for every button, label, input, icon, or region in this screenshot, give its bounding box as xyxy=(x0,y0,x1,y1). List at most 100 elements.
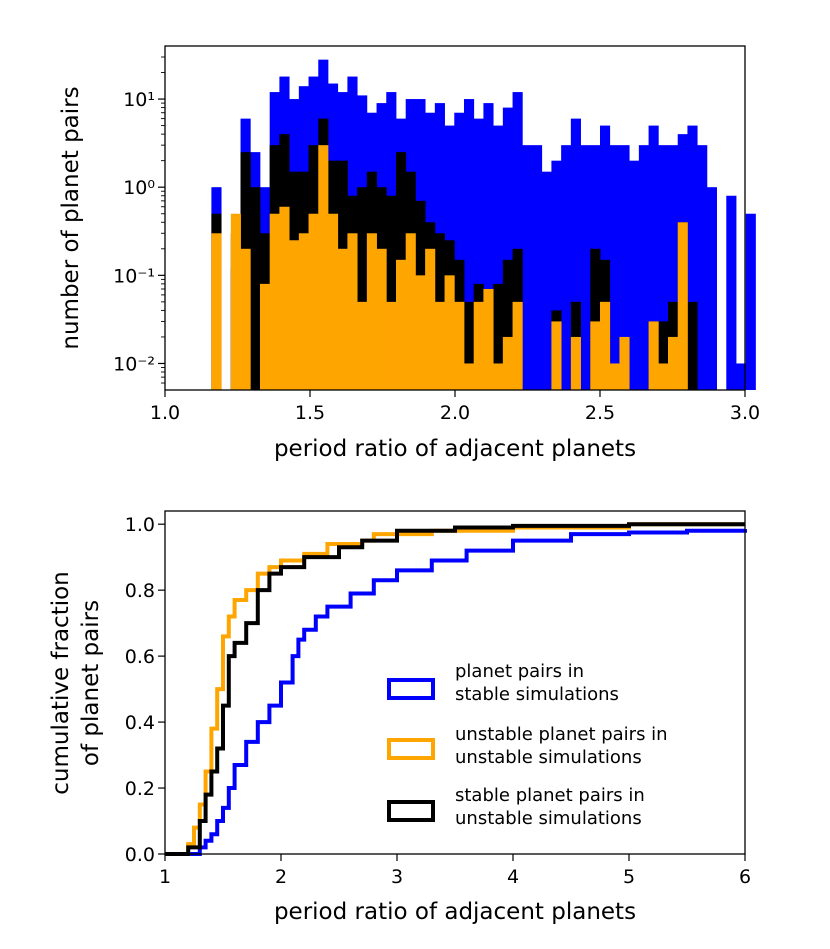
histogram-bar-s2-27 xyxy=(473,301,484,390)
histogram-bar-s2-18 xyxy=(386,301,397,390)
histogram-bar-s2-48 xyxy=(677,222,688,390)
legend-label-unstable-pairs-line1: unstable planet pairs in xyxy=(455,724,668,745)
legend-label-stable-sims-line2: stable simulations xyxy=(455,684,619,705)
histogram-bar-s2-39 xyxy=(590,321,601,390)
histogram-bar-s2-5 xyxy=(259,283,271,390)
histogram-bar-s2-10 xyxy=(308,213,319,390)
cumulative-x-tick-label: 6 xyxy=(739,866,751,888)
histogram-y-ticks: 10⁻² 10⁻¹ 10⁰ 10¹ xyxy=(113,56,165,384)
histogram-bar-s2-3 xyxy=(240,248,251,390)
histogram-bar-s0-55 xyxy=(745,213,756,390)
cumulative-x-tick-label: 4 xyxy=(507,866,519,888)
histogram-y-tick-label: 10⁰ xyxy=(123,177,155,199)
histogram-bar-s1-30 xyxy=(502,259,513,390)
histogram-x-tick-label: 1.0 xyxy=(150,402,180,424)
histogram-bar-s0-33 xyxy=(532,145,543,390)
histogram-bar-s0-26 xyxy=(463,99,475,390)
cumulative-y-label-line2: of planet pairs xyxy=(78,600,104,766)
histogram-bar-s0-38 xyxy=(580,145,591,390)
histogram-bar-s0-25 xyxy=(454,112,465,390)
histogram-bar-s0-41 xyxy=(609,145,620,390)
histogram-bar-s2-0 xyxy=(211,233,222,390)
histogram-bar-s2-6 xyxy=(269,213,280,390)
histogram-bar-s2-45 xyxy=(648,321,659,390)
legend-label-stable-pairs-line2: unstable simulations xyxy=(455,808,642,829)
histogram-bar-s0-36 xyxy=(561,145,572,390)
histogram-bar-s0-28 xyxy=(483,103,494,390)
histogram-bar-s2-15 xyxy=(357,301,368,390)
histogram-y-tick-label: 10⁻² xyxy=(113,353,155,375)
histogram-bar-s0-45 xyxy=(648,125,659,390)
histogram-bar-s1-29 xyxy=(493,283,504,390)
histogram-bar-s2-22 xyxy=(425,248,436,390)
histogram-bar-s0-34 xyxy=(541,171,552,390)
histogram-bar-s2-30 xyxy=(502,336,513,390)
histogram-bar-s2-40 xyxy=(600,301,611,390)
histogram-bar-s2-42 xyxy=(619,336,630,390)
histogram-bar-s2-35 xyxy=(551,321,562,390)
histogram-bar-s2-7 xyxy=(279,206,290,390)
legend-label-stable-pairs-line1: stable planet pairs in xyxy=(455,785,645,806)
legend-label-stable-sims-line1: planet pairs in xyxy=(455,661,584,682)
histogram-bar-s2-20 xyxy=(405,233,416,390)
cumulative-x-tick-label: 1 xyxy=(159,866,171,888)
cumulative-x-tick-label: 5 xyxy=(623,866,635,888)
histogram-bar-s2-46 xyxy=(658,363,669,390)
histogram-bar-s2-29 xyxy=(493,363,504,390)
histogram-bar-s2-23 xyxy=(434,301,445,390)
histogram-panel: 1.0 1.5 2.0 2.5 3.0 10⁻² 10⁻¹ 10⁰ 10¹ period ra… xyxy=(58,45,760,462)
histogram-bar-s2-41 xyxy=(609,363,620,390)
histogram-bar-s2-16 xyxy=(366,233,377,390)
legend: planet pairs in stable simulations unsta… xyxy=(387,661,668,829)
histogram-bar-s2-26 xyxy=(463,363,475,390)
histogram-bar-s2-12 xyxy=(327,213,339,390)
histogram-bar-s0-42 xyxy=(619,145,630,390)
cumulative-x-tick-label: 3 xyxy=(391,866,403,888)
histogram-bar-s2-47 xyxy=(668,336,679,390)
histogram-bar-s2-24 xyxy=(444,275,455,390)
cumulative-line-2 xyxy=(165,522,745,856)
cumulative-x-tick-label: 2 xyxy=(275,866,287,888)
cumulative-x-label: period ratio of adjacent planets xyxy=(274,899,636,925)
histogram-bar-s1-15 xyxy=(357,187,368,390)
histogram-y-tick-label: 10⁻¹ xyxy=(113,265,155,287)
cumulative-y-tick-label: 0.4 xyxy=(125,712,155,734)
histogram-bar-s0-31 xyxy=(512,92,523,390)
histogram-bar-s2-28 xyxy=(483,288,494,390)
histogram-x-tick-label: 2.0 xyxy=(440,402,470,424)
cumulative-y-tick-label: 0.6 xyxy=(125,646,155,668)
histogram-x-tick-label: 2.5 xyxy=(585,402,615,424)
cumulative-frame xyxy=(164,510,746,855)
histogram-y-label: number of planet pairs xyxy=(58,86,84,349)
legend-label-unstable-pairs-line2: unstable simulations xyxy=(455,747,642,768)
legend-swatch-unstable-pairs xyxy=(387,738,435,760)
cumulative-line-0 xyxy=(165,528,747,856)
cumulative-y-tick-label: 0.2 xyxy=(125,778,155,800)
histogram-bar-s2-37 xyxy=(570,336,581,390)
histogram-bars xyxy=(211,59,756,391)
histogram-bar-s0-46 xyxy=(658,145,669,390)
histogram-bar-s0-32 xyxy=(522,145,533,390)
histogram-bar-s2-9 xyxy=(298,233,309,390)
histogram-bar-s1-46 xyxy=(658,321,669,390)
histogram-x-tick-label: 1.5 xyxy=(295,402,325,424)
histogram-bar-s0-50 xyxy=(697,145,708,390)
histogram-bar-s0-35 xyxy=(551,160,562,390)
histogram-bar-s2-25 xyxy=(454,301,465,390)
histogram-bar-s0-43 xyxy=(629,160,640,390)
histogram-bar-s0-40 xyxy=(600,125,611,390)
histogram-bar-s0-49 xyxy=(687,125,698,390)
histogram-bar-s0-27 xyxy=(473,118,484,391)
histogram-bar-s0-51 xyxy=(706,187,717,390)
cumulative-y-tick-label: 1.0 xyxy=(125,514,155,536)
cumulative-lines xyxy=(165,522,747,856)
histogram-bar-s2-31 xyxy=(512,301,523,390)
cumulative-x-ticks: 1 2 3 4 5 6 xyxy=(159,854,751,888)
histogram-bar-s2-19 xyxy=(395,259,407,390)
cumulative-y-ticks: 0.0 0.2 0.4 0.6 0.8 1.0 xyxy=(125,514,165,866)
histogram-bar-s0-47 xyxy=(668,145,679,390)
histogram-bar-s2-17 xyxy=(376,248,387,390)
histogram-bar-s0-30 xyxy=(502,107,513,390)
histogram-x-tick-label: 3.0 xyxy=(730,402,760,424)
histogram-bar-s0-53 xyxy=(726,195,737,390)
